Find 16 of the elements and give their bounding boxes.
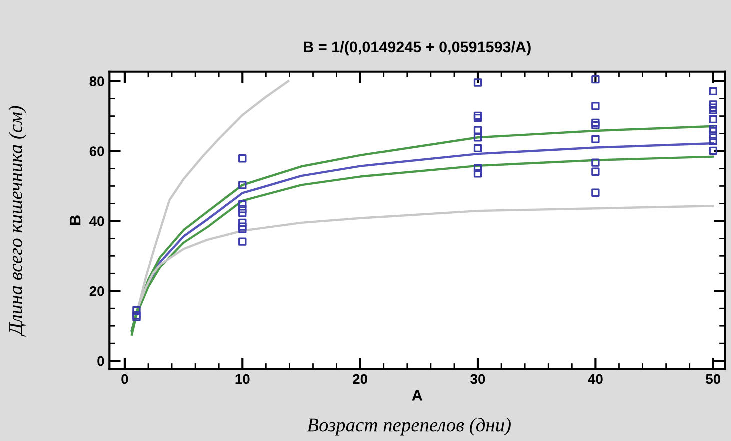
y-tick-label: 0	[98, 356, 104, 366]
y-tick-label: 60	[90, 146, 104, 156]
x-tick-label: 0	[122, 374, 128, 384]
x-tick-label: 10	[236, 374, 250, 384]
x-tick-label: 20	[353, 374, 368, 384]
x-tick-label: 40	[588, 374, 603, 384]
chart-title: B = 1/(0,0149245 + 0,0591593/A)	[304, 41, 531, 56]
x-axis-title: A	[412, 390, 423, 401]
text: Возраст перепелов (дни)	[307, 418, 511, 436]
x-tick-label: 30	[470, 374, 486, 384]
y-tick-label: 40	[90, 216, 104, 226]
x-tick-label: 50	[706, 374, 721, 384]
y-tick-label: 80	[90, 76, 104, 86]
text: Длина всего кишечника (см)	[8, 106, 26, 337]
y-tick-label: 20	[90, 286, 104, 296]
y-axis-title: B	[70, 216, 81, 225]
